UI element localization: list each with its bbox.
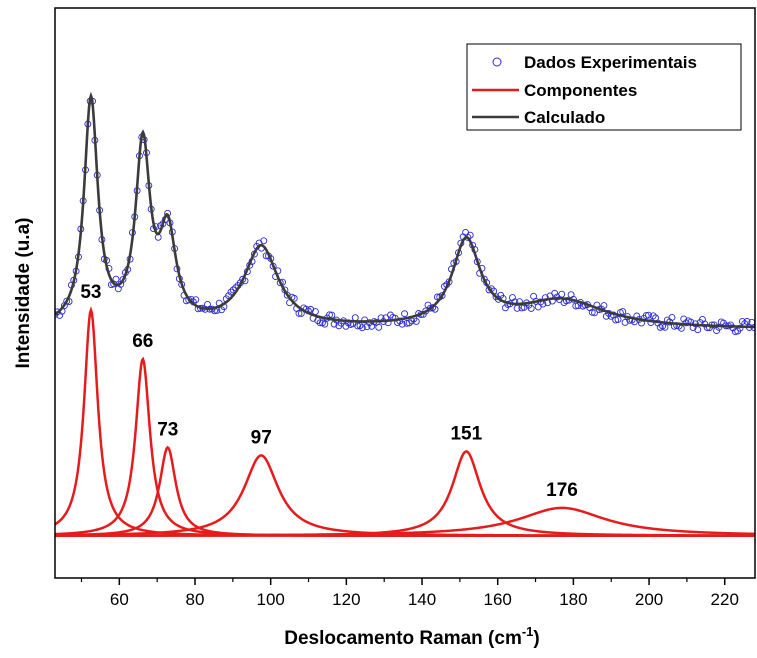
experimental-point bbox=[513, 304, 521, 312]
experimental-point bbox=[412, 318, 420, 325]
component-curve-66 bbox=[55, 356, 755, 538]
experimental-point bbox=[743, 318, 751, 325]
experimental-point bbox=[316, 319, 324, 327]
experimental-point bbox=[591, 309, 599, 317]
legend-calculated-label: Calculado bbox=[524, 108, 605, 127]
x-tick-label: 80 bbox=[186, 590, 205, 609]
peak-label-97: 97 bbox=[251, 428, 272, 449]
experimental-point bbox=[283, 291, 291, 299]
experimental-point bbox=[387, 311, 394, 319]
experimental-point bbox=[401, 310, 408, 318]
experimental-point bbox=[330, 320, 338, 328]
experimental-point bbox=[694, 326, 702, 334]
legend: Dados Experimentais Componentes Calculad… bbox=[466, 43, 742, 131]
experimental-point bbox=[260, 237, 268, 245]
component-curve-176 bbox=[55, 506, 755, 537]
experimental-point bbox=[358, 324, 366, 332]
x-axis-title-superscript: -1 bbox=[522, 624, 534, 639]
x-tick-label: 180 bbox=[559, 590, 587, 609]
experimental-point bbox=[227, 288, 235, 296]
experimental-point bbox=[729, 324, 737, 332]
experimental-point bbox=[438, 292, 446, 300]
experimental-point bbox=[466, 231, 474, 239]
x-tick-label: 200 bbox=[635, 590, 663, 609]
experimental-point bbox=[354, 322, 362, 330]
peak-label-73: 73 bbox=[157, 420, 178, 441]
experimental-point bbox=[619, 308, 627, 316]
experimental-points bbox=[55, 97, 755, 336]
experimental-point bbox=[680, 315, 688, 323]
plot-frame bbox=[54, 7, 756, 579]
legend-experimental-label: Dados Experimentais bbox=[524, 53, 697, 72]
experimental-point bbox=[614, 316, 622, 323]
experimental-point bbox=[588, 308, 596, 316]
experimental-point bbox=[321, 320, 329, 328]
experimental-point bbox=[63, 297, 71, 305]
experimental-point bbox=[572, 302, 580, 310]
x-axis-title: Deslocamento Raman (cm-1) bbox=[284, 624, 539, 649]
peak-label-53: 53 bbox=[80, 282, 101, 303]
legend-box bbox=[466, 43, 742, 131]
x-axis-title-main: Deslocamento Raman (cm bbox=[284, 628, 522, 649]
experimental-point bbox=[342, 322, 350, 330]
experimental-point bbox=[600, 302, 608, 309]
experimental-point bbox=[192, 296, 200, 304]
peak-label-176: 176 bbox=[546, 480, 578, 501]
experimental-point bbox=[645, 311, 652, 319]
experimental-point bbox=[112, 275, 120, 283]
experimental-point bbox=[363, 323, 371, 331]
y-axis-title: Intensidade (u.a) bbox=[13, 218, 34, 369]
experimental-point bbox=[527, 305, 535, 312]
experimental-point bbox=[649, 312, 657, 320]
experimental-point bbox=[661, 323, 669, 331]
x-axis: 60 80 100 120 140 160 180 200 220 bbox=[80, 578, 739, 609]
experimental-point bbox=[56, 311, 64, 319]
experimental-point bbox=[351, 314, 359, 322]
experimental-point bbox=[642, 312, 650, 320]
x-tick-label: 140 bbox=[408, 590, 436, 609]
legend-components-label: Componentes bbox=[524, 81, 637, 100]
x-tick-label: 60 bbox=[110, 590, 129, 609]
experimental-point bbox=[398, 320, 406, 328]
experimental-point bbox=[375, 323, 383, 331]
experimental-point bbox=[736, 324, 744, 332]
peak-label-151: 151 bbox=[450, 424, 482, 445]
experimental-point bbox=[55, 308, 61, 316]
calculated-curve bbox=[55, 91, 755, 329]
x-tick-label: 120 bbox=[332, 590, 360, 609]
component-curve-73 bbox=[55, 445, 755, 538]
experimental-point bbox=[738, 317, 746, 325]
x-tick-label: 220 bbox=[711, 590, 739, 609]
plot-area: 53 66 73 97 151 176 bbox=[55, 91, 755, 538]
experimental-point bbox=[405, 319, 413, 327]
experimental-point bbox=[551, 289, 559, 297]
experimental-point bbox=[558, 290, 566, 298]
peak-label-66: 66 bbox=[132, 331, 153, 352]
component-curve-151 bbox=[55, 450, 755, 537]
x-tick-label: 160 bbox=[484, 590, 512, 609]
experimental-point bbox=[295, 309, 303, 317]
x-tick-label: 100 bbox=[256, 590, 284, 609]
x-axis-title-tail: ) bbox=[533, 628, 539, 649]
legend-experimental-marker bbox=[492, 57, 502, 67]
experimental-point bbox=[668, 314, 676, 321]
